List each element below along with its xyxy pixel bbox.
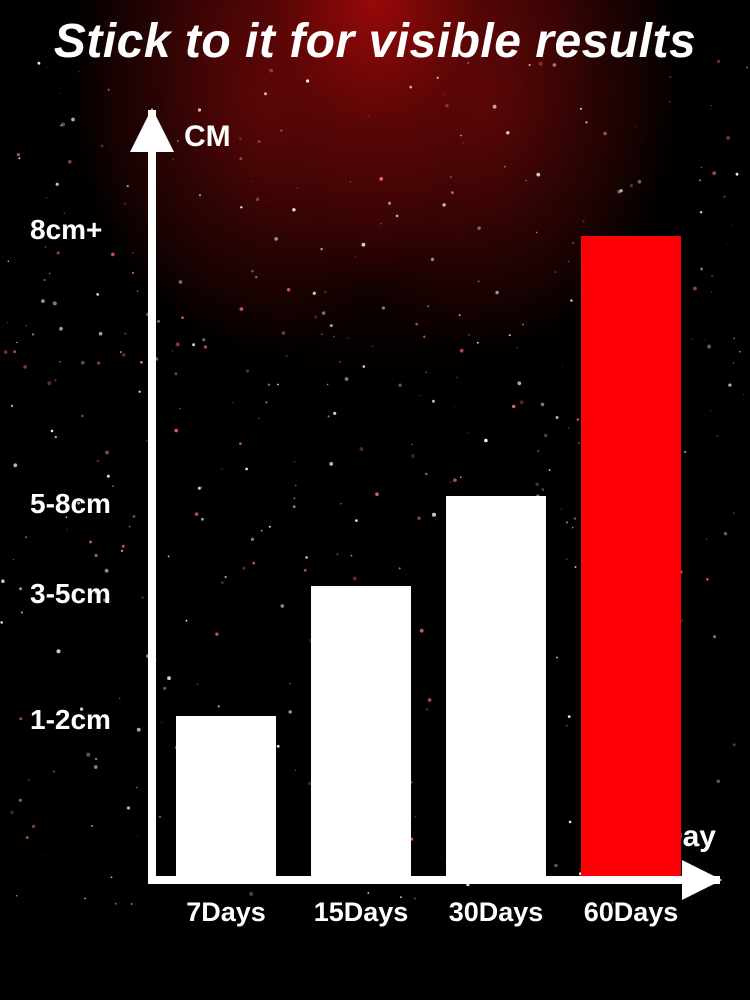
y-axis-line	[148, 110, 156, 884]
bar-60Days	[581, 236, 681, 876]
bar-15Days	[311, 586, 411, 876]
x-axis-line	[148, 876, 720, 884]
x-tick-label: 7Days	[161, 897, 291, 928]
x-axis-arrowhead	[682, 860, 722, 900]
bar-chart: CM Day 8cm+ 5-8cm 3-5cm 1-2cm 7Days15Day…	[30, 110, 720, 940]
y-tick-label: 1-2cm	[30, 704, 111, 736]
x-tick-label: 60Days	[566, 897, 696, 928]
x-tick-label: 15Days	[296, 897, 426, 928]
y-tick-label: 8cm+	[30, 214, 102, 246]
bars-container	[156, 110, 680, 876]
headline-title: Stick to it for visible results	[0, 14, 750, 69]
x-tick-label: 30Days	[431, 897, 561, 928]
bar-7Days	[176, 716, 276, 876]
y-tick-label: 3-5cm	[30, 578, 111, 610]
infographic-canvas: Stick to it for visible results CM Day 8…	[0, 0, 750, 1000]
y-tick-label: 5-8cm	[30, 488, 111, 520]
bar-30Days	[446, 496, 546, 876]
